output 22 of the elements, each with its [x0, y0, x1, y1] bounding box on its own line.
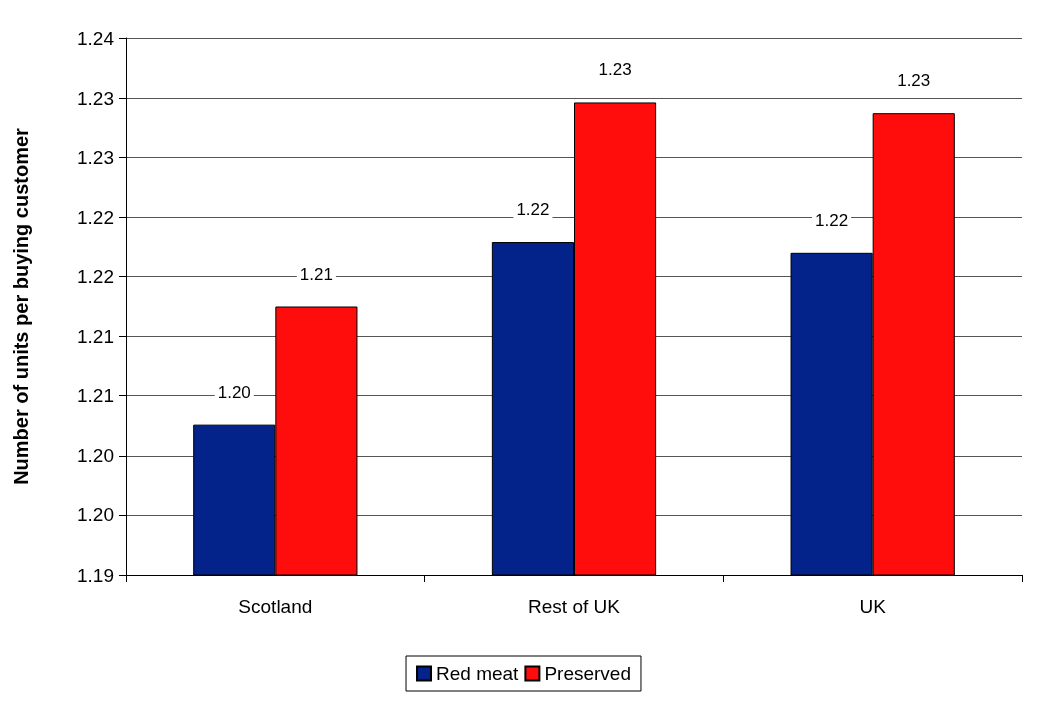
y-tick-label: 1.23 — [77, 146, 114, 168]
y-tick-label: 1.24 — [77, 27, 115, 49]
y-tick-label: 1.22 — [77, 265, 114, 287]
data-label: 1.23 — [598, 60, 632, 80]
y-tick-label: 1.23 — [77, 87, 114, 109]
y-tick-label: 1.20 — [77, 445, 114, 467]
data-label: 1.20 — [217, 382, 251, 402]
legend-label: Red meat — [436, 663, 520, 684]
data-label: 1.22 — [815, 210, 849, 230]
y-tick-label: 1.21 — [77, 326, 114, 348]
y-axis-title: Number of units per buying customer — [10, 127, 32, 485]
y-tick-label: 1.20 — [77, 504, 114, 526]
x-tick-label: Scotland — [238, 596, 313, 617]
y-tick-label: 1.22 — [77, 206, 114, 228]
x-tick-label: Rest of UK — [528, 596, 621, 617]
x-tick-label: UK — [859, 596, 887, 617]
data-label: 1.21 — [299, 264, 333, 284]
data-label: 1.23 — [897, 71, 931, 91]
legend-label: Preserved — [544, 663, 631, 684]
y-tick-label: 1.19 — [77, 564, 114, 586]
y-tick-label: 1.21 — [77, 385, 114, 407]
data-label: 1.22 — [516, 200, 550, 220]
